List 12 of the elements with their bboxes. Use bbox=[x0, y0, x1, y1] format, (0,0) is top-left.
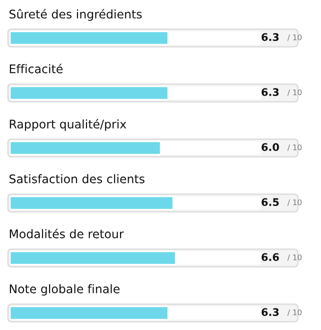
data-label: 6.3 bbox=[262, 88, 279, 96]
y-tick-label: Note globale finale bbox=[10, 284, 120, 296]
data-label: 6.3 bbox=[262, 308, 279, 316]
y-tick-label: Efficacité bbox=[10, 64, 63, 74]
data-label: 6.5 bbox=[262, 198, 279, 206]
y-tick-label: Modalités de retour bbox=[10, 228, 124, 238]
y-tick-label: Satisfaction des clients bbox=[10, 174, 144, 184]
data-label: 6.0 bbox=[262, 143, 279, 152]
y-tick-label: Sûreté des ingrédients bbox=[10, 8, 142, 21]
data-label: 6.3 bbox=[262, 33, 279, 42]
y-tick-label: Rapport qualité/prix bbox=[10, 118, 126, 131]
data-label: 6.6 bbox=[262, 253, 279, 262]
